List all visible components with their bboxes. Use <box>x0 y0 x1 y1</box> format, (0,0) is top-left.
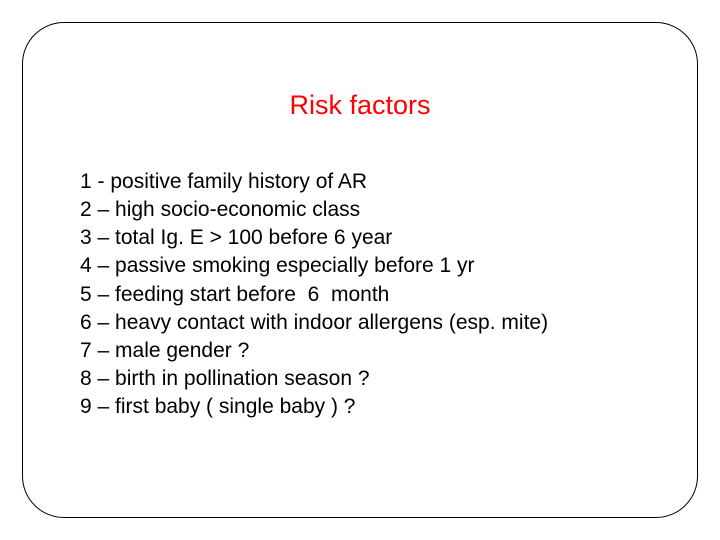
list-item: 4 – passive smoking especially before 1 … <box>80 252 548 280</box>
list-item: 9 – first baby ( single baby ) ? <box>80 393 548 421</box>
list-item: 8 – birth in pollination season ? <box>80 365 548 393</box>
list-item: 6 – heavy contact with indoor allergens … <box>80 309 548 337</box>
list-item: 2 – high socio-economic class <box>80 196 548 224</box>
risk-factors-list: 1 - positive family history of AR 2 – hi… <box>80 168 548 421</box>
list-item: 5 – feeding start before 6 month <box>80 281 548 309</box>
list-item: 1 - positive family history of AR <box>80 168 548 196</box>
list-item: 7 – male gender ? <box>80 337 548 365</box>
slide-title: Risk factors <box>0 90 720 121</box>
list-item: 3 – total Ig. E > 100 before 6 year <box>80 224 548 252</box>
